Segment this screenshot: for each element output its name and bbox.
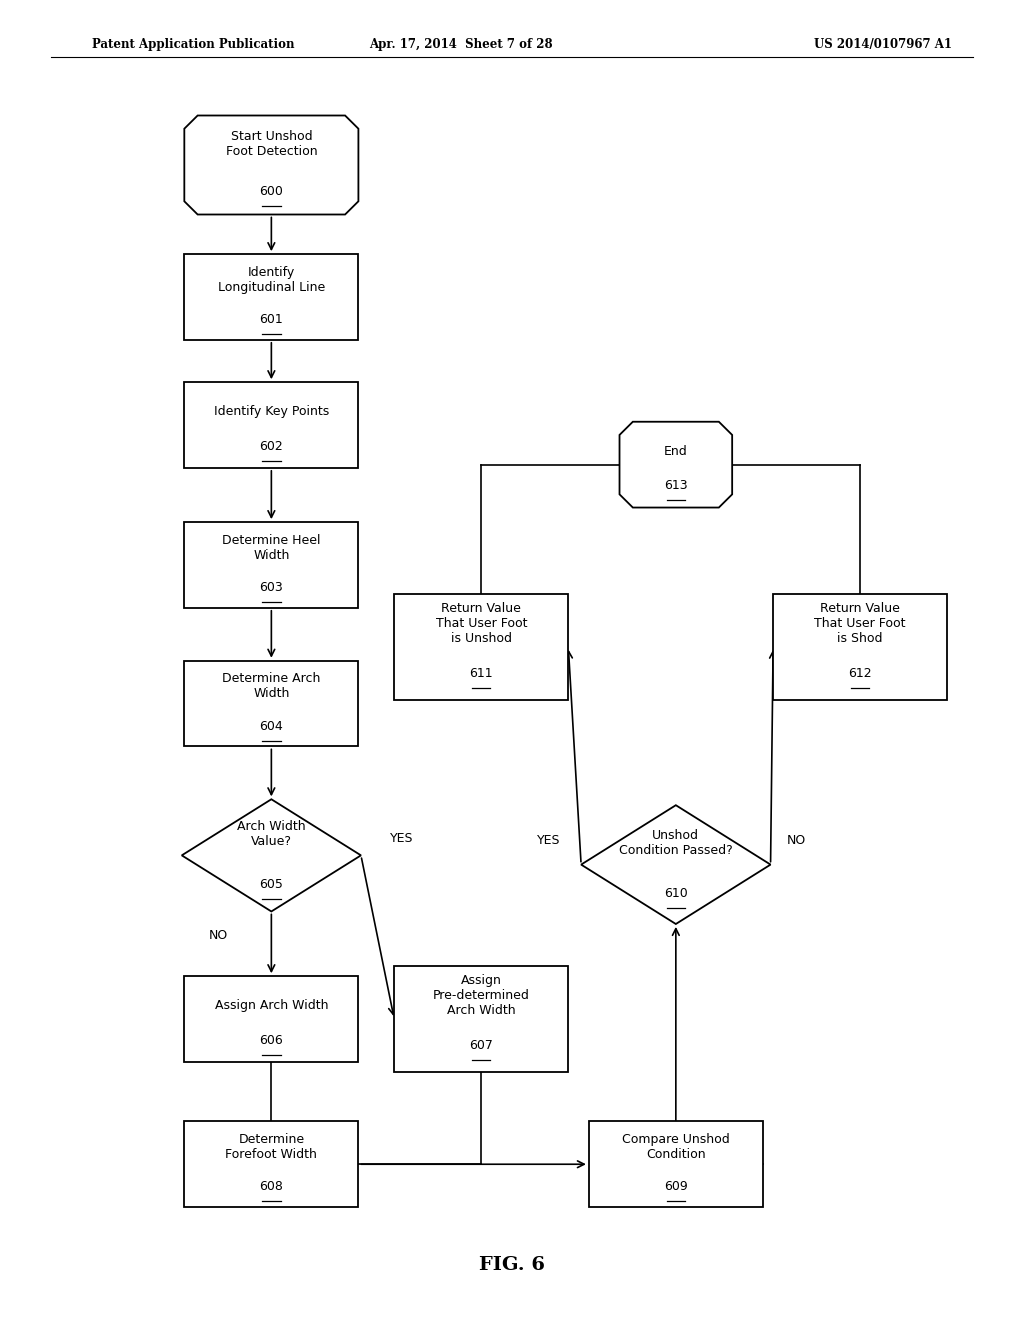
Text: Unshod
Condition Passed?: Unshod Condition Passed? [618,829,733,858]
Text: YES: YES [537,834,560,847]
Bar [394,966,568,1072]
Text: 607: 607 [469,1039,494,1052]
Text: Identify
Longitudinal Line: Identify Longitudinal Line [218,265,325,294]
Text: 611: 611 [469,667,494,680]
Text: FIG. 6: FIG. 6 [479,1255,545,1274]
Text: 603: 603 [259,581,284,594]
Bar [589,1122,763,1206]
Text: Start Unshod
Foot Detection: Start Unshod Foot Detection [225,129,317,158]
Text: YES: YES [390,832,414,845]
Text: 608: 608 [259,1180,284,1193]
Text: Determine
Forefoot Width: Determine Forefoot Width [225,1133,317,1162]
Text: 601: 601 [259,313,284,326]
Text: Patent Application Publication: Patent Application Publication [92,38,295,51]
Text: 605: 605 [259,878,284,891]
Text: Arch Width
Value?: Arch Width Value? [237,820,306,849]
Text: Compare Unshod
Condition: Compare Unshod Condition [622,1133,730,1162]
Bar [184,977,358,1061]
Text: Assign Arch Width: Assign Arch Width [215,999,328,1012]
Bar [184,381,358,467]
Polygon shape [182,800,361,911]
Text: Determine Arch
Width: Determine Arch Width [222,672,321,701]
Bar [184,521,358,607]
Bar [394,594,568,700]
Text: NO: NO [209,929,227,941]
Text: 609: 609 [664,1180,688,1193]
Polygon shape [582,805,771,924]
Text: Identify Key Points: Identify Key Points [214,405,329,418]
Bar [184,661,358,747]
Polygon shape [184,116,358,214]
Bar [773,594,947,700]
Text: 602: 602 [259,440,284,453]
Text: 600: 600 [259,185,284,198]
Text: End: End [664,445,688,458]
Text: Return Value
That User Foot
is Unshod: Return Value That User Foot is Unshod [435,602,527,644]
Bar [184,1122,358,1206]
Polygon shape [620,422,732,507]
Text: 610: 610 [664,887,688,900]
Text: Apr. 17, 2014  Sheet 7 of 28: Apr. 17, 2014 Sheet 7 of 28 [369,38,553,51]
Text: Return Value
That User Foot
is Shod: Return Value That User Foot is Shod [814,602,906,644]
Text: 612: 612 [848,667,872,680]
Text: Assign
Pre-determined
Arch Width: Assign Pre-determined Arch Width [433,974,529,1016]
Text: 613: 613 [664,479,688,492]
Text: 606: 606 [259,1034,284,1047]
Bar [184,253,358,339]
Text: Determine Heel
Width: Determine Heel Width [222,533,321,562]
Text: 604: 604 [259,719,284,733]
Text: US 2014/0107967 A1: US 2014/0107967 A1 [814,38,952,51]
Text: NO: NO [786,834,806,847]
